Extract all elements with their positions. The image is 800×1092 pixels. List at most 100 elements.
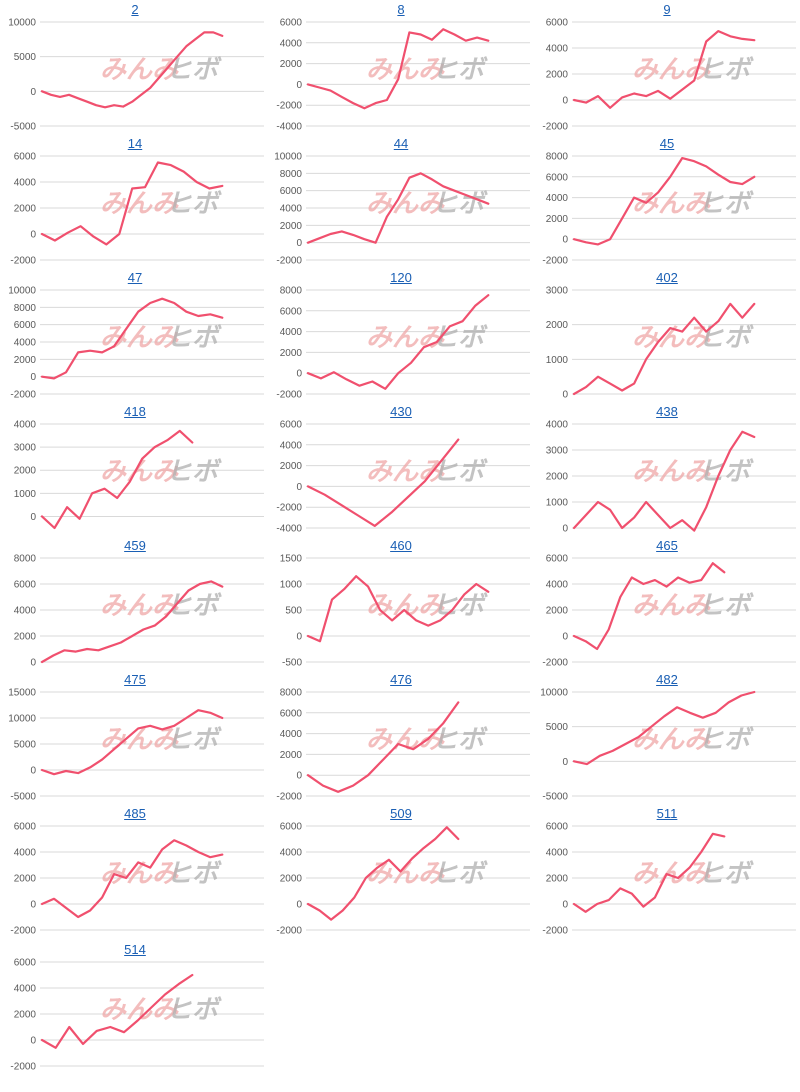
- series-line: [306, 826, 460, 921]
- watermark-part1: みんみ: [366, 189, 445, 219]
- chart-title-link[interactable]: 120: [390, 270, 412, 285]
- y-tick-label: 8000: [14, 303, 37, 314]
- y-tick-label: 2000: [280, 348, 303, 359]
- y-tick-label: 5000: [14, 52, 37, 63]
- chart-title-link[interactable]: 485: [124, 806, 146, 821]
- y-tick-label: 0: [30, 230, 36, 241]
- chart-title-link[interactable]: 482: [656, 672, 678, 687]
- y-tick-label: 500: [285, 606, 302, 617]
- y-tick-label: 8000: [280, 688, 303, 699]
- chart-title-link[interactable]: 438: [656, 404, 678, 419]
- y-tick-label: 0: [30, 766, 36, 777]
- chart-title-link[interactable]: 47: [127, 270, 143, 285]
- chart-panel-476: -2000 0 2000 4000 6000 8000 みんみ ヒボ 476: [268, 670, 534, 804]
- watermark-part2: ヒボ: [698, 189, 754, 219]
- chart-title-link[interactable]: 14: [127, 136, 143, 151]
- y-tick-label: 4000: [546, 580, 569, 591]
- y-tick-label: 5000: [546, 722, 569, 733]
- chart-title-link[interactable]: 465: [656, 538, 678, 553]
- y-tick-label: 6000: [546, 18, 569, 29]
- y-tick-label: 0: [296, 900, 302, 911]
- y-tick-label: 0: [562, 632, 568, 643]
- y-tick-label: 2000: [280, 221, 303, 232]
- y-tick-label: -5000: [542, 792, 568, 803]
- y-tick-label: 4000: [14, 606, 37, 617]
- y-tick-label: 1000: [14, 489, 37, 500]
- y-tick-label: 0: [296, 632, 302, 643]
- y-tick-label: 2000: [546, 606, 569, 617]
- chart-panel-482: -5000 0 5000 10000 みんみ ヒボ 482: [534, 670, 800, 804]
- watermark-part1: みんみ: [632, 189, 711, 219]
- watermark-part2: ヒボ: [698, 591, 754, 621]
- chart-title-link[interactable]: 511: [656, 806, 678, 821]
- series-line: [40, 429, 194, 530]
- y-tick-label: 6000: [280, 18, 303, 29]
- watermark-part2: ヒボ: [432, 189, 488, 219]
- y-tick-label: 2000: [546, 214, 569, 225]
- y-tick-label: 6000: [546, 822, 569, 833]
- y-tick-label: -2000: [276, 101, 302, 112]
- chart-title-link[interactable]: 402: [656, 270, 678, 285]
- y-tick-label: 6000: [546, 172, 569, 183]
- chart-title-link[interactable]: 9: [663, 2, 671, 17]
- y-tick-label: 2000: [14, 874, 37, 885]
- y-tick-label: -4000: [276, 524, 302, 535]
- y-tick-label: -2000: [542, 256, 568, 267]
- y-tick-label: -2000: [276, 256, 302, 267]
- chart-title-link[interactable]: 514: [124, 942, 146, 957]
- series-line: [40, 31, 224, 109]
- chart-title-link[interactable]: 459: [124, 538, 146, 553]
- chart-title-link[interactable]: 430: [390, 404, 412, 419]
- chart-title-link[interactable]: 8: [397, 2, 405, 17]
- y-tick-label: 0: [562, 390, 568, 401]
- series-line: [572, 157, 756, 246]
- watermark-part2: ヒボ: [166, 323, 222, 353]
- y-tick-label: 0: [562, 235, 568, 246]
- y-tick-label: 3000: [546, 286, 569, 297]
- chart-title-link[interactable]: 475: [124, 672, 146, 687]
- y-tick-label: 10000: [8, 286, 36, 297]
- watermark-part2: ヒボ: [698, 323, 754, 353]
- y-tick-label: 15000: [8, 688, 36, 699]
- y-tick-label: 10000: [8, 714, 36, 725]
- chart-title-link[interactable]: 418: [124, 404, 146, 419]
- watermark-part2: ヒボ: [166, 725, 222, 755]
- y-tick-label: 4000: [14, 338, 37, 349]
- watermark-part1: みんみ: [632, 725, 711, 755]
- y-tick-label: 0: [30, 658, 36, 669]
- chart-title-link[interactable]: 509: [390, 806, 412, 821]
- chart-title-link[interactable]: 44: [393, 136, 409, 151]
- y-tick-label: 0: [296, 771, 302, 782]
- chart-title-link[interactable]: 45: [659, 136, 675, 151]
- chart-panel-430: -4000 -2000 0 2000 4000 6000 みんみ ヒボ 430: [268, 402, 534, 536]
- chart-panel-45: -2000 0 2000 4000 6000 8000 みんみ ヒボ 45: [534, 134, 800, 268]
- chart-title-link[interactable]: 460: [390, 538, 412, 553]
- chart-title-link[interactable]: 2: [131, 2, 139, 17]
- chart-panel-2: -5000 0 5000 10000 みんみ ヒボ 2: [2, 0, 268, 134]
- y-tick-label: 2000: [14, 1010, 37, 1021]
- chart-title-link[interactable]: 476: [390, 672, 412, 687]
- y-tick-label: -2000: [542, 926, 568, 937]
- y-tick-label: 6000: [14, 152, 37, 163]
- y-tick-label: -4000: [276, 122, 302, 133]
- watermark-part1: みんみ: [366, 725, 445, 755]
